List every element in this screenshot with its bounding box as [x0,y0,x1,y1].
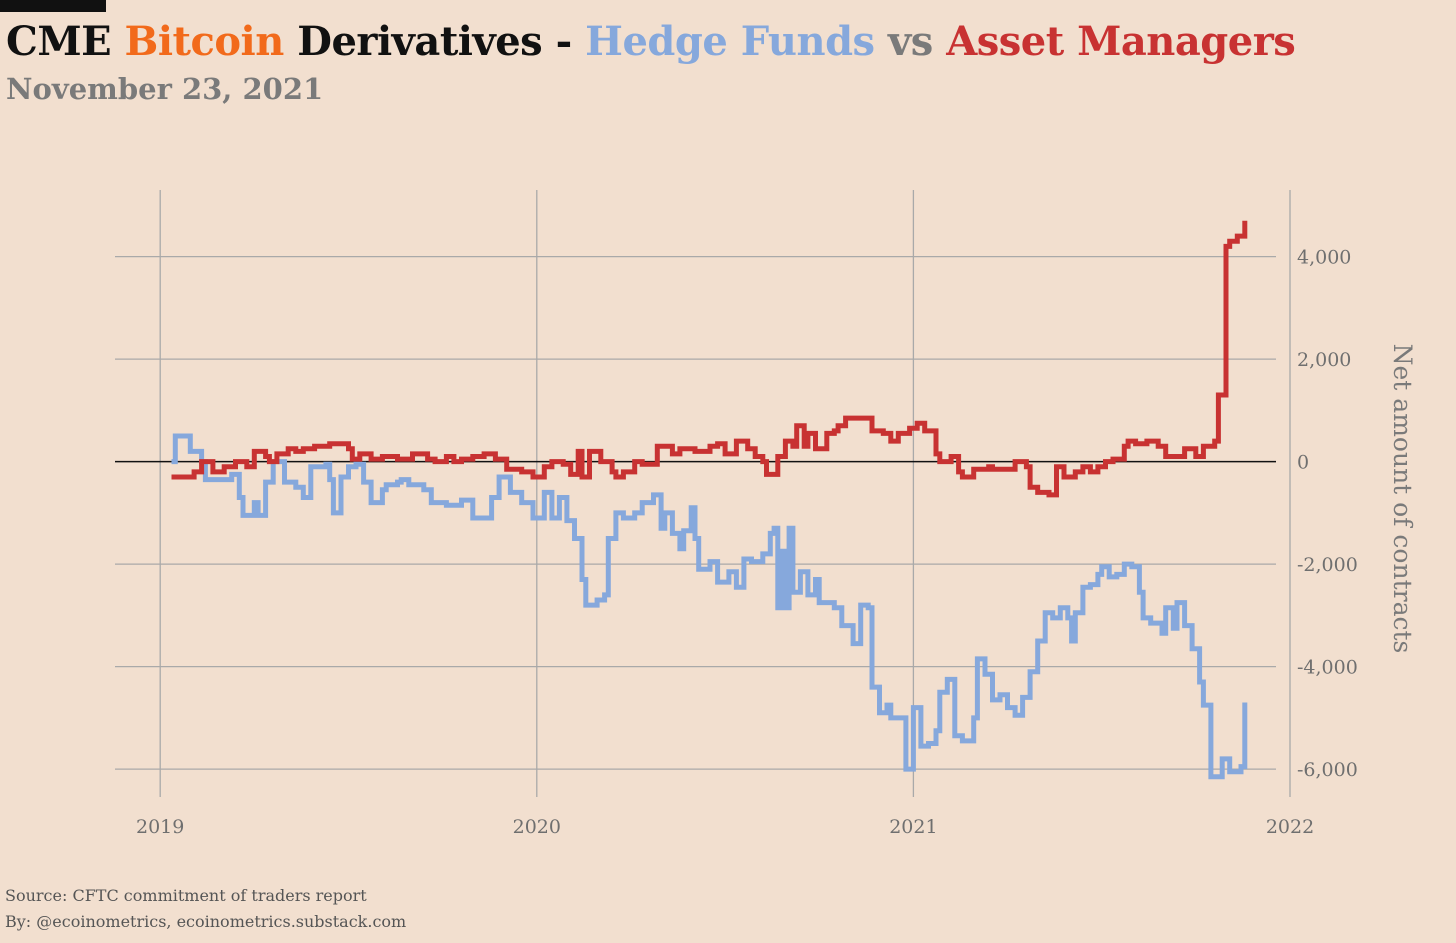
title-part-cme: CME [6,18,125,65]
chart-title: CME Bitcoin Derivatives - Hedge Funds vs… [6,18,1296,65]
x-tick-label: 2020 [513,816,561,838]
x-tick-label: 2022 [1266,816,1314,838]
series-line-asset-managers [171,220,1248,498]
chart-subtitle: November 23, 2021 [6,72,324,106]
title-part-vs: vs [874,18,947,65]
title-part-hedge-funds: Hedge Funds [585,18,875,65]
title-part-bitcoin: Bitcoin [124,18,285,65]
x-tick-label: 2019 [136,816,184,838]
byline-note: By: @ecoinometrics, ecoinometrics.substa… [5,912,407,931]
y-axis-title: Net amount of contracts [1388,344,1417,654]
y-tick-label: -2,000 [1297,554,1358,576]
y-tick-label: 4,000 [1297,247,1351,269]
y-tick-label: -4,000 [1297,657,1358,679]
title-part-derivatives: Derivatives - [283,18,586,65]
x-tick-label: 2021 [889,816,937,838]
title-part-asset-managers: Asset Managers [946,18,1296,65]
y-tick-label: -6,000 [1297,759,1358,781]
top-accent-bar [0,0,106,12]
y-tick-label: 2,000 [1297,349,1351,371]
series-line-hedge-funds [171,433,1248,780]
source-note: Source: CFTC commitment of traders repor… [5,886,367,905]
y-tick-label: 0 [1297,452,1309,474]
